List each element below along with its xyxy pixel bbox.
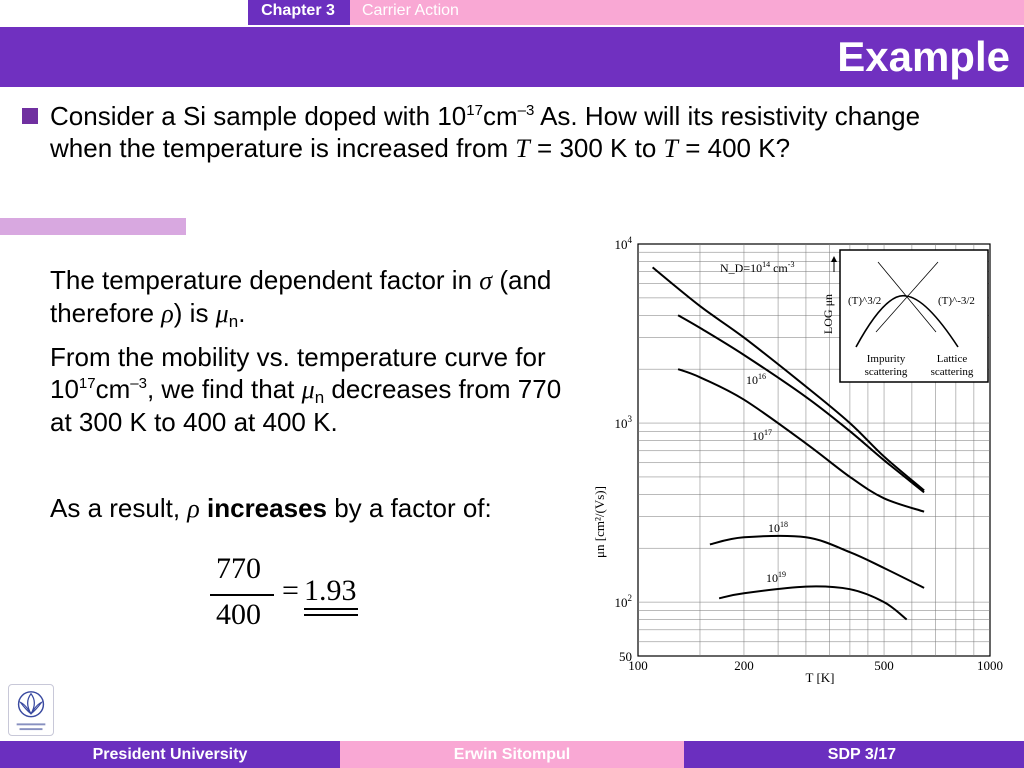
inset-label-lattice-2: scattering bbox=[931, 366, 974, 378]
president-university-logo-icon bbox=[8, 684, 54, 736]
series-line-1 bbox=[677, 314, 925, 494]
plot-frame bbox=[637, 243, 991, 657]
inset-lattice-law: (T)^-3/2 bbox=[938, 295, 975, 307]
series-label-0: N_D=1014 cm-3 bbox=[720, 260, 794, 275]
paragraph-result: As a result, ρ increases by a factor of: bbox=[50, 493, 492, 523]
result-underline-2 bbox=[304, 614, 358, 616]
inset-arrowhead-icon bbox=[831, 256, 837, 262]
x-axis-label: T [K] bbox=[805, 670, 834, 685]
footer-university: President University bbox=[0, 741, 340, 768]
x-tick-label: 1000 bbox=[977, 658, 1003, 673]
inset-label-impurity-2: scattering bbox=[865, 366, 908, 378]
chapter-tab bbox=[248, 0, 350, 25]
fraction-bar bbox=[210, 594, 274, 596]
series-label-1: 1016 bbox=[746, 372, 766, 387]
footer-slide-number: SDP 3/17 bbox=[684, 741, 1024, 768]
series-line-2 bbox=[677, 368, 925, 513]
series-line-0 bbox=[651, 266, 925, 492]
y-tick-label: 50 bbox=[619, 649, 632, 664]
x-tick-label: 200 bbox=[734, 658, 754, 673]
footer: President University Erwin Sitompul SDP … bbox=[0, 741, 1024, 768]
inset-impurity-law: (T)^3/2 bbox=[848, 295, 881, 307]
footer-author: Erwin Sitompul bbox=[340, 741, 684, 768]
series-line-3 bbox=[709, 534, 925, 589]
result-underline bbox=[304, 608, 358, 610]
series-label-2: 1017 bbox=[752, 428, 772, 443]
result-value: 1.93 bbox=[304, 574, 357, 607]
y-tick-label: 103 bbox=[615, 414, 633, 431]
inset-label-lattice: Lattice bbox=[937, 353, 968, 365]
y-tick-label: 104 bbox=[615, 235, 633, 252]
slide-title: Example bbox=[837, 33, 1010, 80]
paragraph-mobility-curve: From the mobility vs. temperature curve … bbox=[50, 342, 562, 437]
mobility-temperature-chart: 100 200 500 1000 104 103 102 50 μn [cm²/(Vs)] T… bbox=[592, 235, 1003, 685]
chart-curves bbox=[651, 266, 925, 621]
series-line-4 bbox=[718, 585, 908, 621]
series-label-4: 1019 bbox=[766, 570, 786, 585]
chapter-label: Chapter 3 bbox=[261, 2, 335, 19]
series-label-3: 1018 bbox=[768, 520, 788, 535]
bullet-square-icon bbox=[22, 108, 38, 124]
inset-asymptote-right bbox=[875, 261, 939, 333]
inset-panel: LOG μn (T)^3/2 (T)^-3/2 Impurity scatter… bbox=[821, 249, 989, 383]
question-text: Consider a Si sample doped with 1017cm–3… bbox=[50, 101, 921, 163]
section-bar bbox=[350, 0, 1024, 25]
x-tick-label: 100 bbox=[628, 658, 648, 673]
accent-strip bbox=[0, 218, 186, 235]
numerator: 770 bbox=[216, 552, 261, 585]
denominator: 400 bbox=[216, 598, 261, 631]
title-band bbox=[0, 27, 1024, 87]
chart-grid bbox=[637, 243, 991, 657]
inset-frame bbox=[839, 249, 989, 383]
paragraph-temperature-factor: The temperature dependent factor in σ (a… bbox=[50, 265, 552, 331]
inset-label-impurity: Impurity bbox=[867, 353, 906, 365]
x-tick-label: 500 bbox=[874, 658, 894, 673]
section-label: Carrier Action bbox=[362, 2, 459, 19]
equals-sign: = bbox=[282, 574, 299, 607]
y-tick-label: 102 bbox=[615, 593, 633, 610]
inset-y-label: LOG μn bbox=[821, 294, 835, 334]
series-labels: N_D=1014 cm-3 1016 1017 1018 1019 bbox=[720, 260, 794, 585]
y-axis-label: μn [cm²/(Vs)] bbox=[592, 486, 607, 558]
